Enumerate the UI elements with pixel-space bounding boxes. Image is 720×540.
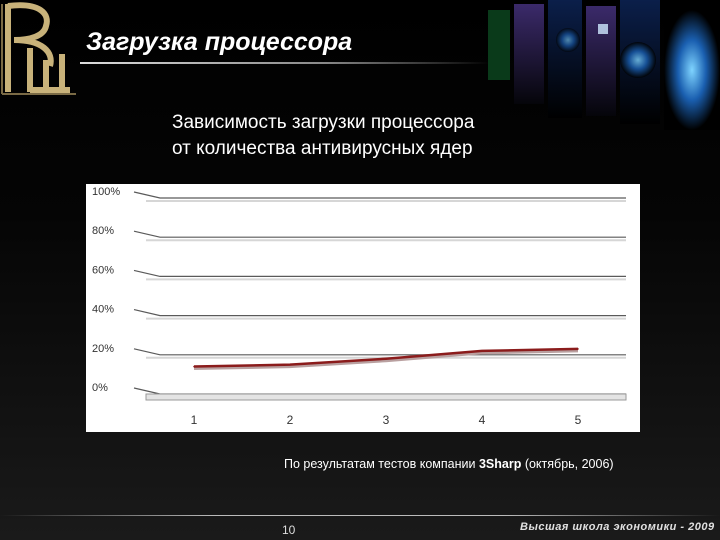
data-point [193,365,195,368]
subtitle-line-1: Зависимость загрузки процессора [172,112,475,133]
page-number: 10 [282,523,296,537]
caption-date: (октябрь, 2006) [521,457,614,471]
gridline [133,309,626,317]
y-tick-label: 100% [92,186,120,198]
chart-floor [145,393,627,401]
caption-company: 3Sharp [478,457,522,471]
caption-text: По результатам тестов компании [284,457,479,471]
data-point [481,350,483,352]
banner-image [488,0,720,130]
gridline [133,230,626,238]
y-tick-label: 0% [92,382,108,394]
gridline [133,269,626,278]
footer-divider [0,515,720,516]
cpu-load-chart: 0% 20% 40% 60% 80% 100% 1 2 3 4 5 [92,186,627,427]
y-tick-label: 60% [92,264,114,276]
y-tick-label: 80% [92,225,114,237]
gridline [133,191,626,199]
y-tick-label: 40% [92,304,114,316]
data-point [577,348,579,350]
series-line-shadow [193,349,579,371]
x-tick-label: 3 [383,413,390,427]
subtitle-line-2: от количества антивирусных ядер [172,138,473,159]
data-point [385,357,387,360]
x-tick-label: 4 [479,413,486,427]
chart-subtitle: Зависимость загрузки процессора от колич… [172,110,474,162]
chart-panel: 0% 20% 40% 60% 80% 100% 1 2 3 4 5 [86,184,640,432]
y-tick-label: 20% [92,343,114,355]
gridline [133,387,626,395]
hse-logo-icon [1,2,76,95]
x-tick-label: 2 [287,413,294,427]
footer-text: Высшая школа экономики - 2009 [520,521,715,533]
page-title: Загрузка процессора [86,28,353,56]
x-tick-label: 1 [191,413,198,427]
x-tick-label: 5 [575,413,582,427]
title-underline [80,62,490,64]
source-caption: По результатам тестов компании 3Sharp (о… [284,457,614,471]
data-point [289,363,291,366]
